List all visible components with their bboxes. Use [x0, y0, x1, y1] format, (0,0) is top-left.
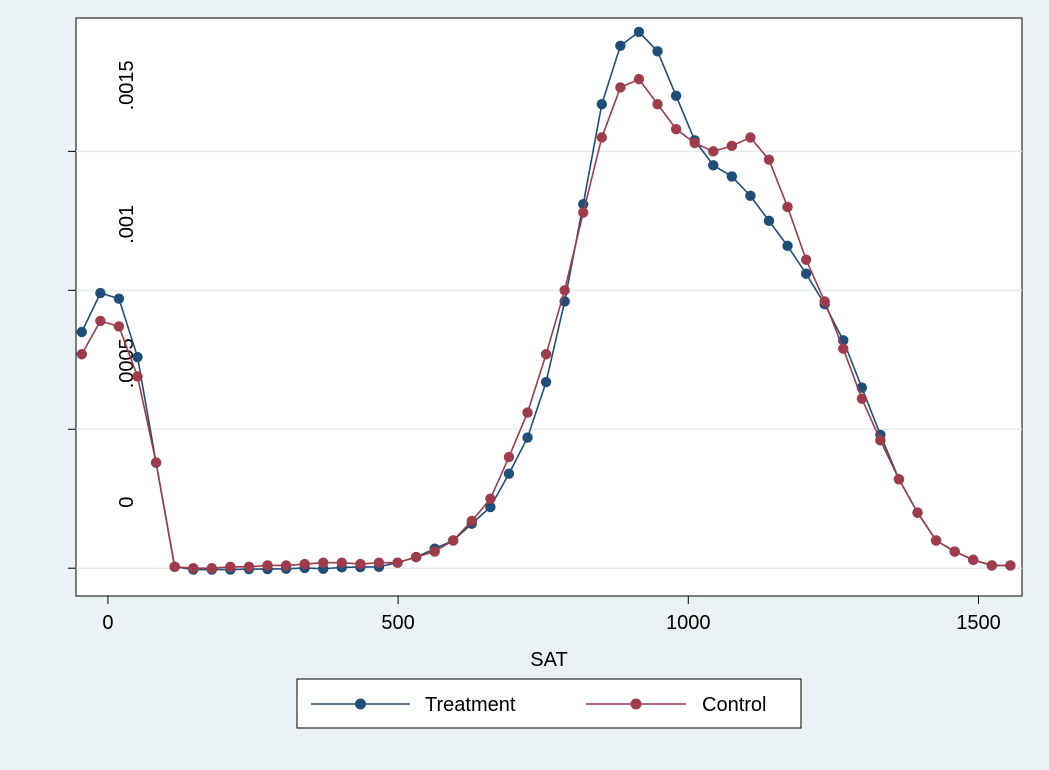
- x-axis-label: SAT: [530, 649, 567, 671]
- control-point: [95, 315, 106, 327]
- legend-control-label: Control: [702, 694, 766, 716]
- control-point: [169, 561, 180, 573]
- legend-control-marker: [630, 698, 642, 710]
- grid-lines: [76, 150, 1022, 569]
- treatment-point: [670, 90, 682, 102]
- treatment-point: [708, 160, 719, 171]
- control-point: [448, 535, 459, 546]
- y-tick-label: .0015: [116, 60, 138, 110]
- treatment-point: [540, 376, 552, 388]
- control-point: [968, 554, 979, 566]
- control-point: [745, 132, 756, 143]
- legend: Treatment Control: [296, 678, 802, 729]
- control-point: [912, 507, 923, 518]
- x-tick-label: 500: [381, 612, 414, 634]
- treatment-point: [596, 98, 608, 110]
- x-tick-label: 1000: [666, 612, 711, 634]
- control-point: [262, 560, 273, 571]
- control-point: [949, 546, 960, 557]
- control-point: [689, 137, 700, 149]
- control-point: [225, 561, 236, 573]
- treatment-point: [522, 432, 533, 443]
- control-point: [782, 201, 793, 213]
- control-point: [299, 558, 310, 570]
- control-point: [76, 349, 88, 360]
- control-point: [559, 285, 570, 296]
- control-point: [800, 254, 812, 265]
- control-point: [578, 207, 589, 218]
- control-point: [819, 296, 830, 307]
- control-point: [466, 515, 478, 527]
- treatment-point: [95, 287, 106, 299]
- treatment-point: [726, 171, 738, 182]
- control-point: [652, 98, 663, 110]
- control-point: [986, 560, 998, 571]
- control-point: [188, 563, 199, 574]
- control-point: [726, 140, 738, 152]
- treatment-point: [615, 40, 626, 51]
- treatment-point: [113, 293, 125, 304]
- control-point: [615, 82, 626, 93]
- series-layer: [76, 26, 1016, 575]
- y-tick-label: .001: [116, 205, 138, 244]
- control-point: [708, 146, 719, 157]
- control-point: [206, 563, 218, 574]
- control-point: [373, 557, 385, 568]
- control-point: [336, 557, 348, 568]
- control-point: [113, 321, 125, 332]
- control-point: [503, 451, 515, 463]
- treatment-point: [745, 190, 756, 202]
- plot-area: [75, 17, 1023, 597]
- treatment-point: [782, 240, 793, 252]
- control-point: [243, 561, 255, 573]
- x-tick-label: 1500: [956, 612, 1001, 634]
- control-point: [930, 535, 942, 546]
- legend-treatment-marker: [355, 698, 366, 710]
- control-point: [280, 560, 292, 571]
- control-point: [596, 132, 608, 143]
- control-point: [540, 349, 552, 360]
- treatment-point: [652, 46, 663, 57]
- control-point: [429, 546, 440, 557]
- control-point: [150, 457, 162, 468]
- control-point: [1005, 560, 1016, 571]
- control-point: [838, 343, 849, 354]
- control-point: [522, 407, 533, 418]
- control-point: [392, 557, 403, 568]
- legend-treatment-label: Treatment: [425, 694, 516, 716]
- control-point: [670, 123, 682, 135]
- y-tick-label: 0: [116, 497, 138, 508]
- x-tick-label: 0: [102, 612, 113, 634]
- treatment-point: [76, 326, 88, 338]
- control-point: [893, 474, 905, 485]
- treatment-point: [132, 351, 143, 363]
- treatment-point: [485, 501, 496, 513]
- control-point: [633, 73, 645, 85]
- control-point: [410, 551, 422, 563]
- control-point: [763, 154, 775, 165]
- treatment-point: [800, 268, 812, 279]
- treatment-point: [633, 26, 645, 38]
- control-point: [132, 371, 143, 382]
- control-point: [318, 557, 329, 568]
- treatment-point: [763, 215, 775, 227]
- control-point: [485, 493, 496, 504]
- control-point: [875, 435, 886, 446]
- treatment-point: [503, 468, 515, 479]
- control-point: [355, 558, 366, 570]
- control-point: [856, 393, 868, 404]
